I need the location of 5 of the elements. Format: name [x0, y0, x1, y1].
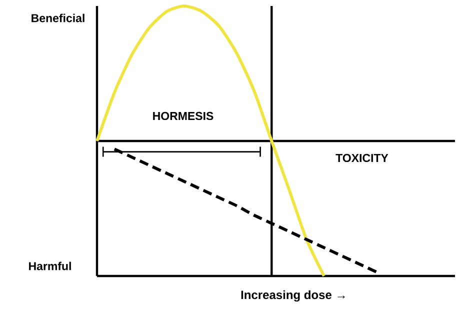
text: Beneficial: [32, 14, 84, 22]
annotation: TOXICITY: [336, 154, 388, 162]
x-axis-title: Increasing dose →: [241, 290, 345, 302]
text: Harmful: [29, 262, 71, 270]
annotation: HORMESIS: [153, 112, 214, 120]
